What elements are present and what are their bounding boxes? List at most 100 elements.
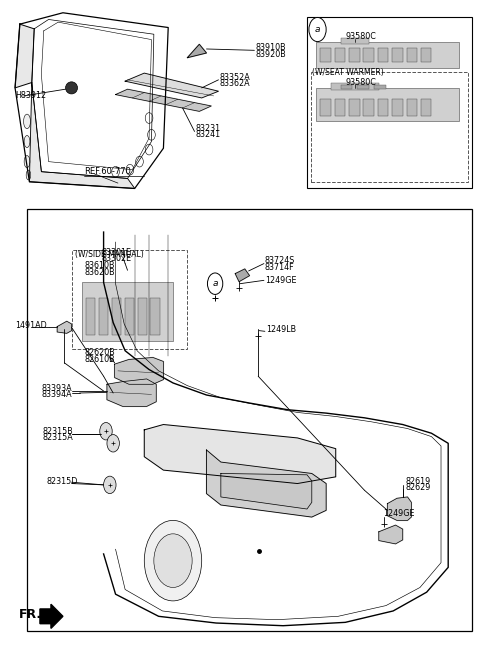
Polygon shape [187,44,206,58]
FancyBboxPatch shape [407,48,417,62]
FancyBboxPatch shape [112,298,121,335]
Text: 82619: 82619 [405,477,431,486]
Polygon shape [107,379,156,407]
Polygon shape [29,83,135,188]
FancyBboxPatch shape [335,48,345,62]
FancyBboxPatch shape [357,85,369,89]
Text: REF.60-770: REF.60-770 [84,167,132,176]
Polygon shape [116,89,211,112]
Text: 83714F: 83714F [265,263,295,272]
Circle shape [145,144,153,155]
FancyBboxPatch shape [378,48,388,62]
Circle shape [126,165,134,175]
Text: 1249GE: 1249GE [265,276,296,285]
Text: 83920B: 83920B [255,50,286,59]
FancyBboxPatch shape [407,99,417,116]
Polygon shape [387,497,411,520]
Text: 83362A: 83362A [219,79,250,88]
Text: 82315A: 82315A [43,433,73,442]
Text: a: a [212,279,218,288]
FancyBboxPatch shape [392,99,403,116]
Text: a: a [315,25,320,34]
FancyArrow shape [40,604,63,628]
Text: 83241: 83241 [196,130,221,139]
FancyBboxPatch shape [421,48,432,62]
Text: 1249LB: 1249LB [266,325,296,334]
Text: FR.: FR. [19,607,42,621]
FancyBboxPatch shape [86,298,96,335]
Polygon shape [15,24,34,88]
Text: 83910B: 83910B [255,43,286,52]
FancyBboxPatch shape [363,99,374,116]
Circle shape [154,534,192,587]
FancyBboxPatch shape [421,99,432,116]
Circle shape [144,520,202,601]
Polygon shape [57,321,72,333]
Circle shape [112,167,120,177]
Text: 83724S: 83724S [265,257,295,265]
Circle shape [145,113,153,124]
Text: 1491AD: 1491AD [15,321,47,330]
FancyBboxPatch shape [311,73,468,181]
Text: 83394A: 83394A [41,390,72,399]
Text: 83231: 83231 [196,124,221,132]
FancyBboxPatch shape [151,298,160,335]
Text: 1249GE: 1249GE [384,509,415,518]
Text: 93580C: 93580C [345,78,376,87]
FancyBboxPatch shape [349,99,360,116]
Ellipse shape [66,82,77,94]
FancyBboxPatch shape [72,250,187,349]
FancyBboxPatch shape [340,85,352,89]
Text: 93580C: 93580C [345,32,376,42]
Text: 83610B: 83610B [84,261,115,270]
Text: 83620B: 83620B [84,267,115,277]
Text: 82315B: 82315B [43,427,73,435]
FancyBboxPatch shape [321,99,331,116]
FancyBboxPatch shape [349,48,360,62]
Polygon shape [41,22,152,170]
Polygon shape [125,73,218,98]
Circle shape [136,157,144,167]
Text: (W/SIDE MANUAL): (W/SIDE MANUAL) [75,250,144,259]
Circle shape [207,273,223,294]
Text: 83301E: 83301E [101,248,131,257]
Ellipse shape [24,114,30,128]
FancyBboxPatch shape [331,83,379,90]
FancyBboxPatch shape [340,38,369,44]
Text: 83393A: 83393A [41,384,72,393]
FancyBboxPatch shape [335,99,345,116]
Ellipse shape [24,136,30,148]
FancyBboxPatch shape [378,99,388,116]
FancyBboxPatch shape [316,88,459,122]
FancyBboxPatch shape [316,42,459,68]
FancyBboxPatch shape [82,282,173,341]
FancyBboxPatch shape [392,48,403,62]
Polygon shape [144,425,336,484]
Text: H83912: H83912 [15,91,46,100]
Polygon shape [115,358,163,384]
Polygon shape [206,450,326,517]
FancyBboxPatch shape [363,48,374,62]
Text: 82620B: 82620B [84,348,115,358]
FancyBboxPatch shape [374,85,386,89]
FancyBboxPatch shape [138,298,147,335]
Polygon shape [379,525,403,544]
FancyBboxPatch shape [27,208,472,631]
FancyBboxPatch shape [125,298,134,335]
FancyBboxPatch shape [321,48,331,62]
Ellipse shape [26,170,31,180]
Text: 82315D: 82315D [46,477,78,486]
Polygon shape [235,269,250,282]
Polygon shape [221,474,312,509]
Circle shape [309,17,326,42]
Text: 82629: 82629 [405,483,431,492]
FancyBboxPatch shape [99,298,108,335]
Circle shape [148,130,156,140]
Text: (W/SEAT WARMER): (W/SEAT WARMER) [312,68,384,77]
Circle shape [104,476,116,494]
Text: 82610B: 82610B [84,355,115,364]
Text: 83352A: 83352A [219,73,250,81]
Text: 83302E: 83302E [101,255,132,263]
FancyBboxPatch shape [307,17,472,188]
Circle shape [107,435,120,452]
